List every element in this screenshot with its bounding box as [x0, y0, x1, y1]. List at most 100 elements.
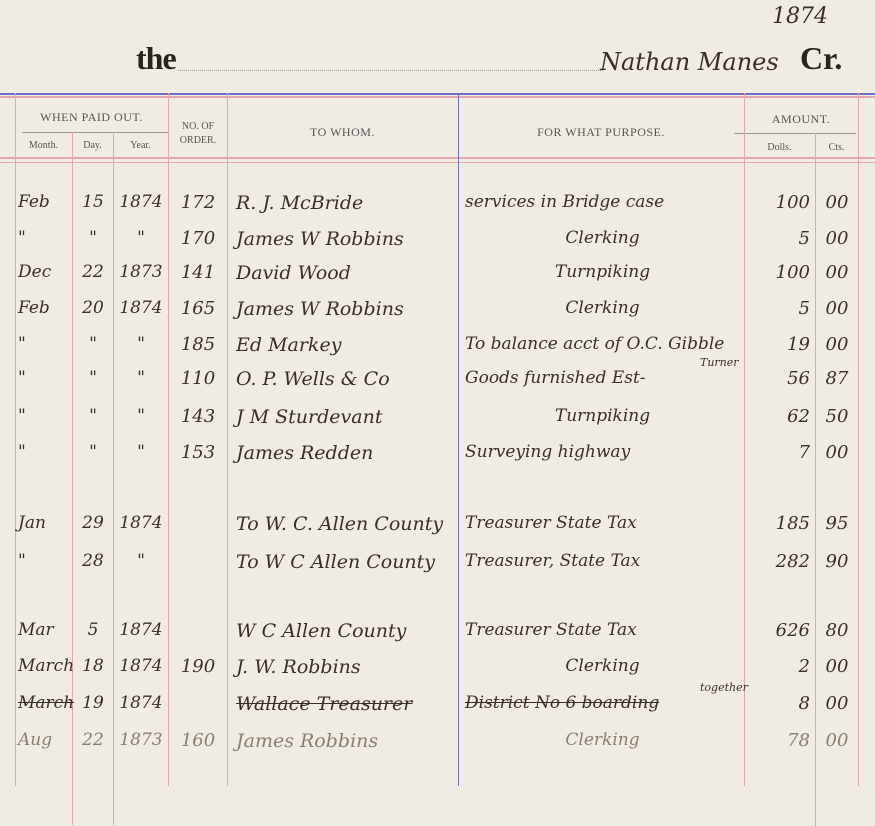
cell-purpose: Clerking	[565, 730, 640, 750]
cell-to: James Robbins	[236, 730, 379, 752]
cell-month: Mar	[18, 620, 54, 640]
cell-order: 153	[180, 442, 216, 463]
cell-purpose: services in Bridge case	[465, 192, 665, 212]
column-rule	[815, 133, 816, 826]
cell-dolls: 7	[798, 442, 810, 463]
cell-cts: 95	[825, 513, 849, 534]
cell-to: James W Robbins	[236, 228, 404, 250]
header-amount: AMOUNT.	[771, 112, 831, 126]
header-bottom-rule-2	[0, 162, 875, 163]
purpose-note: together	[700, 681, 748, 694]
cell-purpose: Goods furnished Est-	[465, 368, 646, 388]
cell-day: 29	[82, 513, 104, 533]
cell-order: 190	[180, 656, 216, 677]
cell-order: 160	[180, 730, 216, 751]
year-note: 1874	[772, 4, 828, 29]
header-bottom-rule	[0, 157, 875, 159]
cell-purpose: Clerking	[565, 298, 640, 318]
cell-cts: 87	[825, 368, 849, 389]
header-dolls: Dolls.	[767, 142, 792, 153]
column-rule	[858, 93, 859, 786]
cell-dolls: 5	[798, 228, 810, 249]
cell-to: R. J. McBride	[236, 192, 364, 214]
cell-cts: 50	[825, 406, 849, 427]
header-purpose: FOR WHAT PURPOSE.	[537, 125, 665, 139]
column-rule	[744, 93, 745, 786]
cell-to: Ed Markey	[236, 334, 342, 356]
header-order-no: NO. OF ORDER.	[179, 121, 217, 146]
cell-month: Feb	[18, 298, 50, 318]
header-when-paid-out: WHEN PAID OUT.	[40, 110, 143, 124]
cell-to: Wallace Treasurer	[236, 693, 413, 715]
cell-dolls: 185	[775, 513, 810, 534]
cell-month: Feb	[18, 192, 50, 212]
cell-order: 110	[180, 368, 216, 389]
cell-cts: 00	[825, 298, 849, 319]
cell-cts: 00	[825, 262, 849, 283]
column-rule	[168, 93, 169, 786]
cell-dolls: 5	[798, 298, 810, 319]
cell-year: 1874	[119, 693, 163, 713]
cell-to: J M Sturdevant	[236, 406, 383, 428]
cell-day: 28	[82, 551, 104, 571]
cell-month: "	[18, 368, 26, 388]
cell-year: "	[137, 442, 145, 462]
cell-cts: 00	[825, 192, 849, 213]
cell-day: "	[89, 334, 97, 354]
cell-month: "	[18, 334, 26, 354]
cell-purpose: Treasurer State Tax	[465, 620, 637, 640]
cell-dolls: 19	[787, 334, 810, 355]
cell-year: "	[137, 551, 145, 571]
heading-prefix: the	[136, 40, 177, 76]
cell-to: James W Robbins	[236, 298, 404, 320]
cell-day: "	[89, 228, 97, 248]
when-paid-divider	[22, 132, 168, 133]
cell-dolls: 282	[775, 551, 810, 572]
heading-suffix: Cr.	[800, 40, 843, 76]
cell-cts: 00	[825, 656, 849, 677]
cell-day: "	[89, 368, 97, 388]
cell-year: 1873	[119, 262, 163, 282]
column-rule	[15, 93, 16, 786]
cell-order: 185	[180, 334, 216, 355]
top-blue-rule	[0, 93, 875, 95]
account-name: Nathan Manes	[600, 48, 779, 76]
cell-month: "	[18, 228, 26, 248]
cell-dolls: 626	[775, 620, 810, 641]
cell-cts: 00	[825, 730, 849, 751]
cell-month: Aug	[18, 730, 53, 750]
cell-month: March	[18, 656, 75, 676]
cell-dolls: 62	[787, 406, 810, 427]
cell-year: "	[137, 228, 145, 248]
cell-purpose: Treasurer, State Tax	[465, 551, 641, 571]
cell-dolls: 8	[798, 693, 810, 714]
cell-purpose: District No 6 boarding	[465, 693, 660, 713]
cell-purpose: Turnpiking	[554, 262, 651, 282]
cell-dolls: 100	[775, 262, 810, 283]
cell-day: "	[89, 406, 97, 426]
cell-day: 15	[82, 192, 104, 212]
cell-purpose: Clerking	[565, 228, 640, 248]
cell-order: 143	[180, 406, 216, 427]
cell-purpose: Surveying highway	[465, 442, 631, 462]
cell-day: 18	[82, 656, 104, 676]
cell-year: 1874	[119, 513, 163, 533]
header-day: Day.	[83, 140, 102, 151]
cell-order: 170	[180, 228, 216, 249]
cell-to: J. W. Robbins	[236, 656, 361, 678]
header-cts: Cts.	[828, 142, 845, 153]
cell-day: 5	[87, 620, 99, 640]
cell-to: W C Allen County	[236, 620, 407, 642]
cell-day: 19	[82, 693, 104, 713]
cell-to: To W. C. Allen County	[236, 513, 444, 535]
cell-cts: 00	[825, 228, 849, 249]
cell-purpose: Treasurer State Tax	[465, 513, 637, 533]
cell-order: 165	[180, 298, 216, 319]
cell-to: David Wood	[236, 262, 351, 284]
column-rule	[72, 132, 73, 825]
cell-purpose: To balance acct of O.C. Gibble	[465, 334, 725, 354]
cell-year: "	[137, 368, 145, 388]
cell-dolls: 78	[787, 730, 810, 751]
cell-month: Dec	[18, 262, 52, 282]
cell-purpose: Clerking	[565, 656, 640, 676]
